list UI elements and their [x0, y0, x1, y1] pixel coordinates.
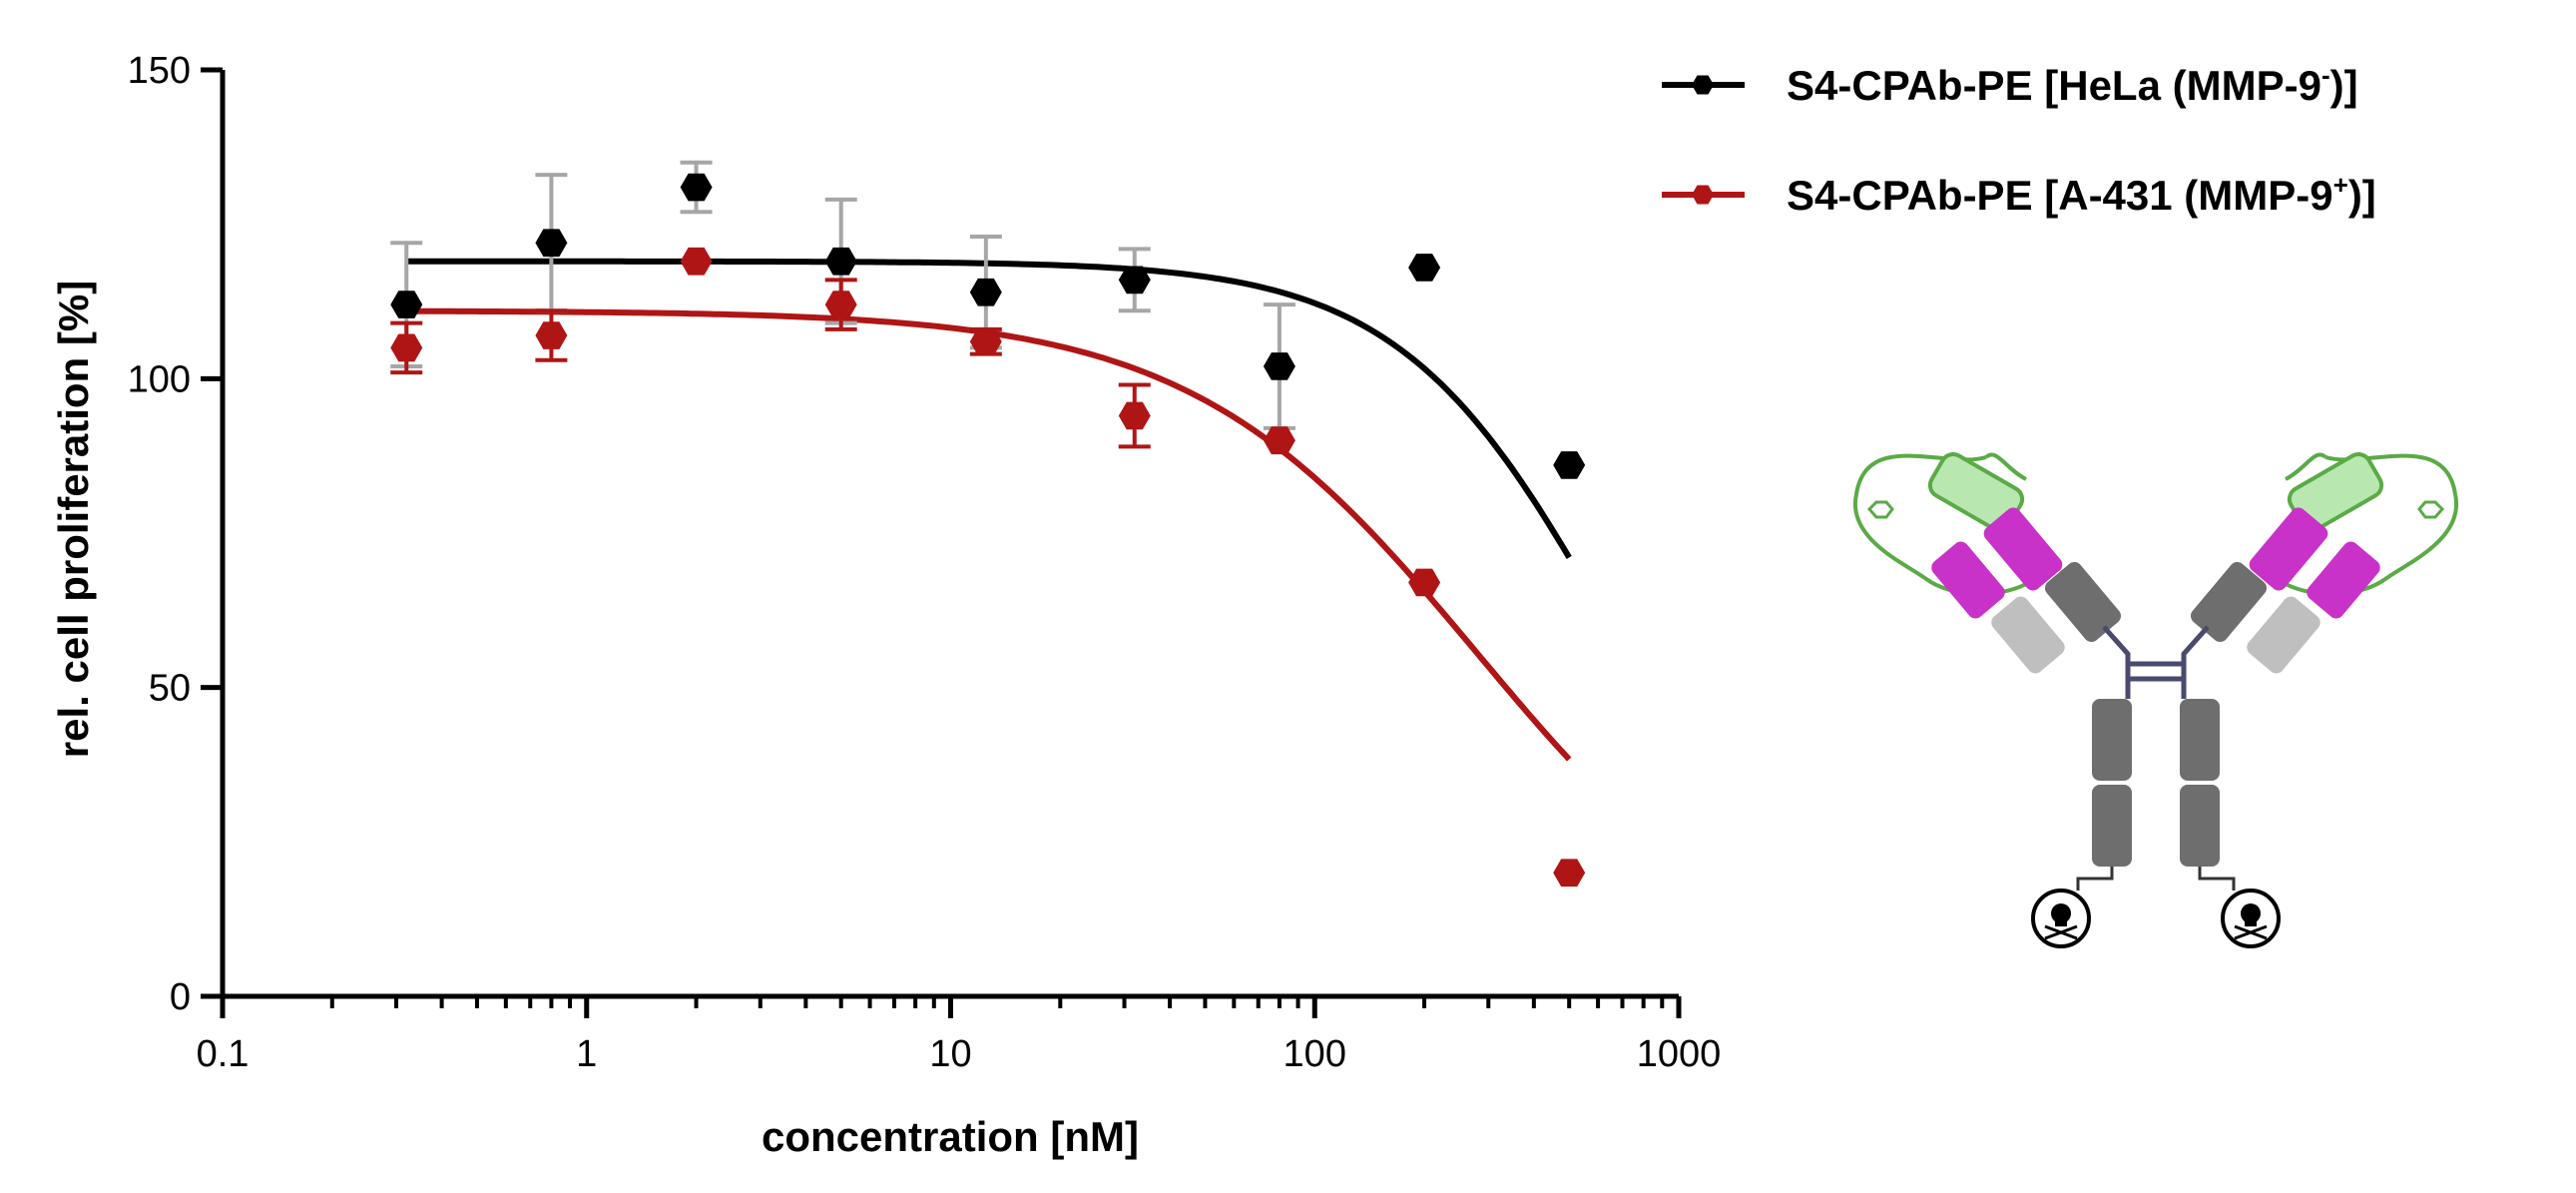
tick-labels: 0 50 100 150 0.1 1 10 100 1000	[128, 50, 1722, 1075]
legend-label-hela-tail: )]	[2330, 62, 2358, 109]
right-light-variable-domain	[2307, 541, 2380, 619]
left-heavy-variable-domain	[1983, 507, 2063, 591]
legend-label-hela-sup: -	[2321, 60, 2330, 90]
y-axis-title: rel. cell proliferation [%]	[50, 281, 97, 758]
left-heavy-constant-domain	[2044, 562, 2122, 642]
left-ch3-domain	[2092, 785, 2132, 867]
x-tick-label: 1000	[1637, 1033, 1722, 1075]
right-light-constant-domain	[2247, 596, 2320, 674]
legend-label-hela: S4-CPAb-PE [HeLa (MMP-9-)]	[1787, 60, 2358, 109]
legend-marker-hela	[1692, 75, 1714, 95]
right-ch2-domain	[2180, 699, 2220, 781]
data-point-hela	[1118, 266, 1151, 295]
x-axis-title: concentration [nM]	[762, 1113, 1139, 1160]
data-point-a431	[824, 291, 857, 318]
legend-item-hela: S4-CPAb-PE [HeLa (MMP-9-)]	[1662, 60, 2358, 109]
right-mask-linker-top	[2285, 452, 2327, 481]
right-ch3-domain	[2180, 785, 2220, 867]
right-cleavage-site-icon	[2417, 500, 2445, 519]
hinge-region	[2102, 625, 2210, 699]
y-tick-label: 0	[170, 976, 191, 1018]
left-toxin-tether	[2076, 867, 2114, 891]
data-point-hela	[824, 247, 857, 276]
right-heavy-variable-domain	[2249, 507, 2328, 591]
data-point-hela	[1553, 451, 1586, 479]
legend-label-hela-main: S4-CPAb-PE [HeLa (MMP-9	[1787, 62, 2321, 109]
antibody-drug-conjugate-illustration	[1852, 451, 2459, 948]
right-toxin-skull-icon	[2221, 889, 2281, 948]
left-ch2-domain	[2092, 699, 2132, 781]
legend-item-a431: S4-CPAb-PE [A-431 (MMP-9+)]	[1662, 170, 2376, 219]
x-tick-label: 100	[1284, 1033, 1346, 1075]
data-point-a431	[1118, 401, 1151, 430]
data-point-a431	[390, 333, 423, 362]
legend-marker-a431	[1692, 185, 1714, 205]
legend: S4-CPAb-PE [HeLa (MMP-9-)] S4-CPAb-PE [A…	[1662, 60, 2376, 219]
plot-area: 0 50 100 150 0.1 1 10 100 1000 concentration [nM…	[50, 50, 1721, 1160]
data-point-a431	[969, 327, 1002, 356]
x-tick-label: 1	[576, 1033, 597, 1075]
left-mask-linker-top	[1984, 452, 2027, 481]
y-tick-label: 100	[128, 358, 191, 400]
data-point-hela	[1263, 352, 1295, 380]
data-point-hela	[390, 291, 423, 318]
y-tick-label: 150	[128, 50, 191, 92]
right-toxin-tether	[2198, 867, 2236, 891]
left-cleavage-site-icon	[1866, 500, 1894, 519]
left-toxin-skull-icon	[2031, 889, 2091, 948]
data-point-hela	[969, 278, 1002, 306]
legend-label-a431-main: S4-CPAb-PE [A-431 (MMP-9	[1787, 172, 2333, 219]
data-point-a431	[1553, 859, 1586, 888]
left-light-variable-domain	[1931, 541, 2005, 619]
legend-label-a431-sup: +	[2333, 170, 2348, 200]
right-heavy-constant-domain	[2190, 562, 2268, 642]
data-point-hela	[535, 229, 568, 258]
left-light-constant-domain	[1991, 596, 2065, 674]
legend-label-a431-tail: )]	[2348, 172, 2376, 219]
axis-ticks	[201, 67, 1682, 1018]
data-point-a431	[1408, 568, 1441, 597]
data-point-hela	[1408, 254, 1441, 282]
data-point-a431	[535, 321, 568, 349]
fit-curve-1	[406, 307, 1572, 762]
data-point-a431	[680, 247, 713, 276]
data-point-hela	[680, 173, 713, 202]
y-tick-label: 50	[149, 668, 191, 710]
x-tick-label: 0.1	[197, 1033, 250, 1075]
data-markers	[390, 173, 1586, 888]
legend-label-a431: S4-CPAb-PE [A-431 (MMP-9+)]	[1787, 170, 2376, 219]
x-tick-label: 10	[929, 1033, 971, 1075]
data-point-a431	[1263, 426, 1295, 455]
